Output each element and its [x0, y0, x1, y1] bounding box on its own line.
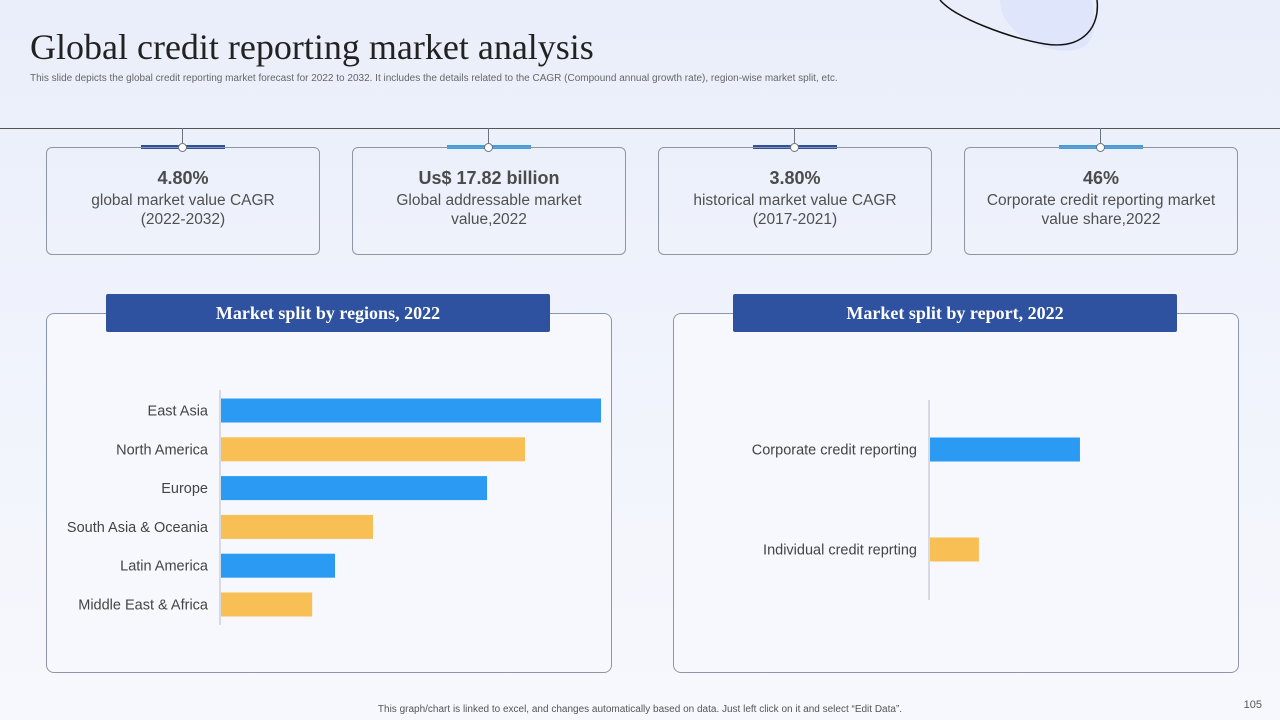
stat-card: 4.80% global market value CAGR (2022-203…: [46, 128, 320, 255]
stat-value: 46%: [1082, 168, 1120, 188]
bar-individual-credit-reprting: [930, 537, 979, 562]
category-label: Middle East & Africa: [78, 598, 209, 614]
stat-description: historical market value CAGR (2017-2021): [693, 192, 897, 228]
stat-card: 46% Corporate credit reporting market va…: [964, 128, 1238, 255]
category-label: Individual credit reprting: [763, 543, 917, 559]
stat-card: Us$ 17.82 billion Global addressable mar…: [352, 128, 626, 255]
category-label: Corporate credit reporting: [752, 443, 917, 459]
stat-connector: [182, 128, 183, 147]
category-label: North America: [116, 442, 209, 458]
bar-middle-east-africa: [221, 592, 313, 617]
stat-description: Corporate credit reporting market value …: [986, 192, 1216, 228]
category-label: Europe: [161, 481, 208, 497]
page-title: Global credit reporting market analysis: [30, 27, 594, 67]
bar-east-asia: [221, 398, 601, 423]
stat-box: Us$ 17.82 billion Global addressable mar…: [352, 147, 626, 255]
page-number: 105: [1243, 699, 1262, 711]
stat-box: 3.80% historical market value CAGR (2017…: [658, 147, 932, 255]
stat-connector-dot: [484, 143, 493, 152]
page-subtitle: This slide depicts the global credit rep…: [30, 73, 838, 84]
report-chart-panel: [673, 313, 1239, 673]
report-chart-title: Market split by report, 2022: [733, 294, 1177, 332]
stat-value: Us$ 17.82 billion: [418, 168, 560, 188]
stat-description: global market value CAGR (2022-2032): [91, 192, 275, 228]
bar-latin-america: [221, 553, 335, 578]
stat-connector-dot: [1096, 143, 1105, 152]
stat-connector: [488, 128, 489, 147]
bar-north-america: [221, 437, 525, 462]
footnote: This graph/chart is linked to excel, and…: [377, 704, 903, 715]
category-label: East Asia: [148, 404, 209, 420]
stat-connector-dot: [790, 143, 799, 152]
bar-corporate-credit-reporting: [930, 437, 1080, 462]
stat-description: Global addressable market value,2022: [396, 192, 582, 228]
stat-connector: [1100, 128, 1101, 147]
regions-chart-title: Market split by regions, 2022: [106, 294, 550, 332]
stat-connector-dot: [178, 143, 187, 152]
bar-europe: [221, 476, 487, 501]
stat-value: 3.80%: [769, 168, 821, 188]
header-divider: [0, 128, 1280, 129]
stat-card: 3.80% historical market value CAGR (2017…: [658, 128, 932, 255]
category-label: South Asia & Oceania: [67, 520, 209, 536]
category-label: Latin America: [120, 559, 209, 575]
bar-south-asia-oceania: [221, 514, 373, 539]
stat-box: 46% Corporate credit reporting market va…: [964, 147, 1238, 255]
stat-value: 4.80%: [157, 168, 209, 188]
stat-box: 4.80% global market value CAGR (2022-203…: [46, 147, 320, 255]
stat-connector: [794, 128, 795, 147]
